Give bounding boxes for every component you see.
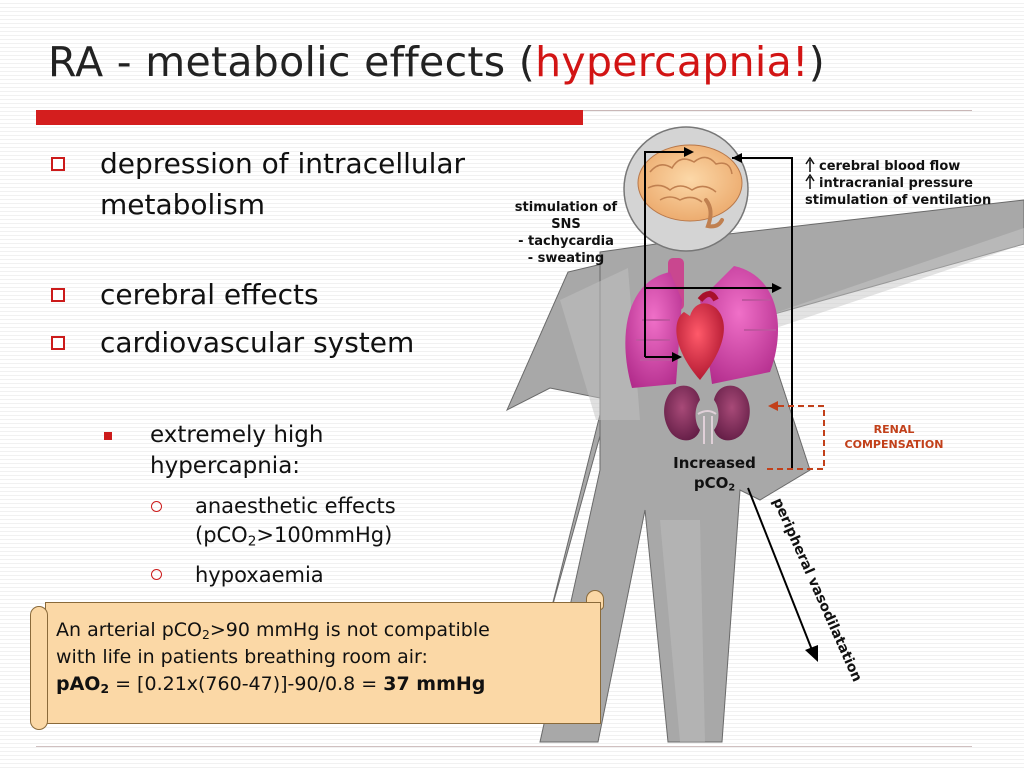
bullet-cardiovascular: cardiovascular system	[100, 326, 415, 359]
sub-sub-bullet-hypoxaemia: hypoxaemia	[195, 563, 324, 587]
cerebral-line-1: cerebral blood flow	[819, 159, 961, 174]
note-formula: = [0.21x(760-47)]-90/0.8 =	[109, 673, 384, 695]
anaesthetic-sub: 2	[247, 533, 257, 550]
note-l1-pre: An arterial pCO	[56, 619, 203, 641]
renal-line-1: RENAL	[873, 423, 915, 436]
scroll-curl-left	[30, 606, 48, 730]
bullet-square-icon	[51, 157, 65, 171]
note-line-2: with life in patients breathing room air…	[56, 646, 428, 668]
increase-arrow-icons	[805, 156, 815, 189]
bullet-square-icon	[51, 288, 65, 302]
title-main: RA - metabolic effects (	[48, 38, 536, 86]
arrowheads	[672, 147, 818, 662]
sns-line-2: SNS	[551, 217, 581, 232]
sns-line-1: stimulation of	[514, 200, 618, 215]
kidneys-icon	[664, 385, 750, 444]
brain-icon	[637, 144, 743, 229]
bullet-metabolism: depression of intracellular metabolism	[100, 147, 466, 221]
cerebral-line-2: intracranial pressure	[819, 176, 973, 191]
cerebral-line-3: stimulation of ventilation	[805, 193, 992, 208]
renal-compensation-label: RENAL COMPENSATION	[830, 422, 958, 452]
increased-pco2-label: Increased pCO2	[662, 453, 767, 493]
increased-line-2: pCO2	[662, 473, 767, 493]
anaesthetic-pre: anaesthetic effects (pCO	[195, 494, 396, 547]
bullet-filled-square-icon	[104, 432, 112, 440]
title-underline-red	[36, 110, 583, 125]
renal-compensation-arrow	[767, 405, 825, 470]
note-scroll: An arterial pCO2>90 mmHg is not compatib…	[45, 602, 601, 724]
sub-bullet-hypercapnia: extremely high hypercapnia:	[150, 422, 324, 479]
note-l1-sub: 2	[202, 628, 210, 643]
bottom-rule	[36, 746, 972, 747]
lungs-icon	[625, 258, 779, 388]
cerebral-effects-label: cerebral blood flow intracranial pressur…	[790, 158, 1020, 209]
title-underline-gray	[583, 110, 972, 111]
increased-sub: 2	[728, 482, 736, 494]
heart-icon	[676, 291, 724, 380]
human-body-silhouette-highlight	[560, 228, 1024, 742]
slide-title: RA - metabolic effects (hypercapnia!)	[48, 38, 825, 86]
sns-label: stimulation of SNS - tachycardia - sweat…	[500, 199, 632, 267]
connector-lines	[644, 151, 813, 651]
bullet-circle-icon	[151, 501, 162, 512]
note-l1-post: >90 mmHg is not compatible	[209, 619, 490, 641]
title-close: )	[808, 38, 826, 86]
note-line-3: pAO2 = [0.21x(760-47)]-90/0.8 = 37 mmHg	[56, 671, 590, 698]
note-pao2-sub: 2	[100, 682, 110, 697]
increased-line-1: Increased	[673, 454, 756, 472]
renal-arrowhead	[768, 401, 778, 411]
bullet-cerebral: cerebral effects	[100, 278, 319, 311]
bullet-square-icon	[51, 336, 65, 350]
anaesthetic-post: >100mmHg)	[256, 523, 393, 547]
note-pao2: pAO	[56, 673, 101, 695]
increased-pco: pCO	[693, 474, 729, 492]
sns-line-3: - tachycardia	[518, 234, 614, 249]
note-line-1: An arterial pCO2>90 mmHg is not compatib…	[56, 617, 590, 644]
sns-line-4: - sweating	[527, 251, 605, 266]
title-highlight: hypercapnia!	[535, 38, 809, 86]
renal-line-2: COMPENSATION	[844, 438, 944, 451]
bullet-circle-icon	[151, 569, 162, 580]
sub-sub-bullet-anaesthetic: anaesthetic effects (pCO2>100mmHg)	[195, 492, 475, 550]
note-result: 37 mmHg	[383, 673, 486, 695]
